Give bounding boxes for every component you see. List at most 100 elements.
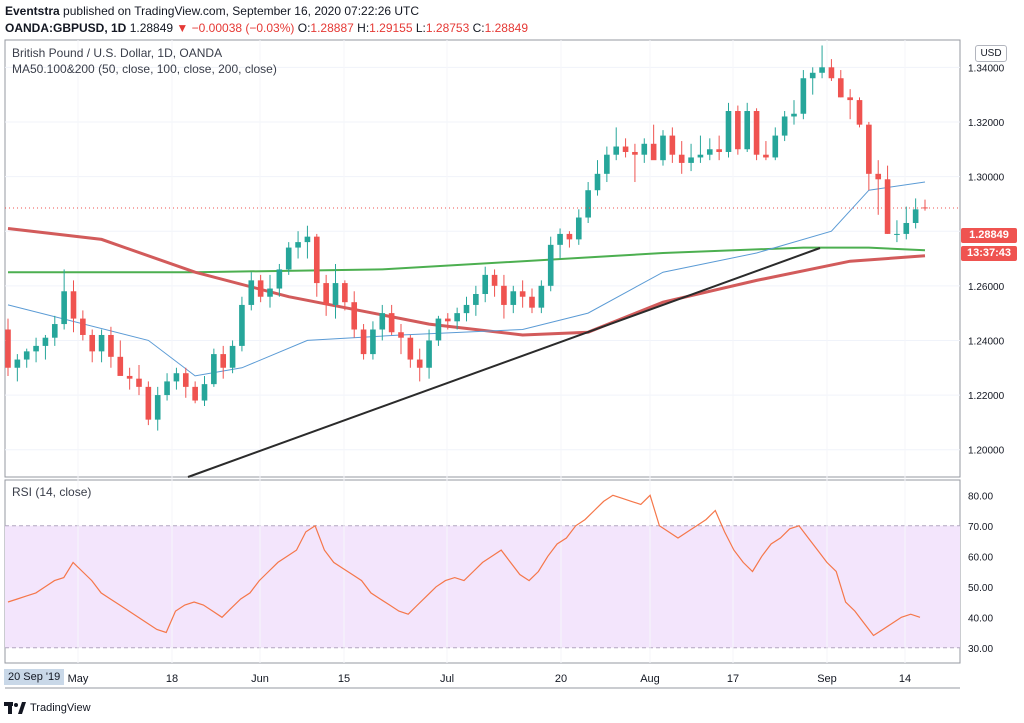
candle-body xyxy=(360,329,367,355)
ma100-line xyxy=(8,246,926,274)
candle-body xyxy=(613,146,620,155)
candle-body xyxy=(80,318,86,335)
candle-body xyxy=(856,100,863,125)
publisher-name[interactable]: Eventstra xyxy=(5,4,60,18)
candle-body xyxy=(800,78,807,114)
ma-indicator-label[interactable]: MA50.100&200 (50, close, 100, close, 200… xyxy=(12,62,277,76)
symbol-line: OANDA:GBPUSD, 1D 1.28849 ▼ −0.00038 (−0.… xyxy=(5,21,529,35)
low-value: 1.28753 xyxy=(425,21,470,35)
candle-body xyxy=(735,111,741,150)
candle-body xyxy=(641,143,648,155)
ma50-line xyxy=(7,181,926,377)
candle-body xyxy=(276,269,283,289)
price-pane-frame xyxy=(4,39,961,478)
rsi-indicator-label[interactable]: RSI (14, close) xyxy=(12,485,92,499)
candle-body xyxy=(173,373,180,382)
down-arrow-icon: ▼ xyxy=(176,21,189,35)
candle-body xyxy=(519,291,526,297)
candle-body xyxy=(454,313,460,322)
candle-body xyxy=(716,149,722,152)
candle-body xyxy=(379,313,386,330)
candle-body xyxy=(547,244,554,286)
candle-body xyxy=(304,236,311,243)
time-tick-label: 14 xyxy=(899,673,911,685)
high-value: 1.29155 xyxy=(369,21,413,35)
currency-button[interactable]: USD xyxy=(975,45,1007,62)
candle-body xyxy=(660,135,666,161)
candle-body xyxy=(772,135,779,158)
candle-body xyxy=(220,354,227,368)
price-tick-label: 1.22000 xyxy=(968,391,1005,402)
candle-body xyxy=(136,378,142,387)
candle-body xyxy=(416,359,423,368)
candle-body xyxy=(510,291,517,305)
candle-body xyxy=(164,381,170,396)
candle-body xyxy=(117,356,124,376)
time-tick-label: 17 xyxy=(727,673,739,685)
candle-body xyxy=(42,337,49,346)
rsi-tick-label: 40.00 xyxy=(968,613,993,624)
candle-body xyxy=(575,217,582,240)
candle-body xyxy=(884,179,891,234)
time-tick-label: 18 xyxy=(166,673,178,685)
candle-body xyxy=(70,291,77,319)
candle-body xyxy=(688,157,694,163)
candle-body xyxy=(342,283,348,303)
candle-body xyxy=(5,329,11,368)
candle-body xyxy=(678,154,685,163)
last-price-tag: 1.28849 xyxy=(961,228,1017,243)
rsi-tick-label: 60.00 xyxy=(968,552,993,563)
candle-body xyxy=(370,329,376,355)
candle-body xyxy=(697,154,704,158)
candle-body xyxy=(866,124,872,174)
candle-body xyxy=(257,280,264,297)
candle-body xyxy=(744,111,751,150)
close-value: 1.28849 xyxy=(484,21,529,35)
time-tick-label: Aug xyxy=(640,673,660,685)
candle-body xyxy=(248,280,255,305)
candle-body xyxy=(61,291,67,325)
time-tick-label: 20 xyxy=(555,673,567,685)
candle-body xyxy=(108,334,114,357)
candle-body xyxy=(828,67,835,79)
candle-body xyxy=(491,274,498,286)
candle-body xyxy=(473,294,479,305)
time-tick-label: Jun xyxy=(251,673,269,685)
candle-body xyxy=(229,345,236,368)
candle-body xyxy=(239,304,245,346)
price-tick-label: 1.32000 xyxy=(968,118,1005,129)
time-tick-label: Jul xyxy=(440,673,454,685)
candle-body xyxy=(192,386,198,401)
tradingview-brand[interactable]: TradingView xyxy=(30,702,91,714)
price-tick-label: 1.24000 xyxy=(968,336,1005,347)
footer: TradingView xyxy=(4,699,91,717)
candle-body xyxy=(501,285,507,305)
chart-title: British Pound / U.S. Dollar, 1D, OANDA xyxy=(12,46,223,60)
candle-body xyxy=(894,233,900,235)
candle-body xyxy=(313,236,320,284)
price-tick-label: 1.34000 xyxy=(968,63,1005,74)
rsi-tick-label: 30.00 xyxy=(968,644,993,655)
candle-body xyxy=(903,222,910,234)
symbol-label: OANDA:GBPUSD, 1D xyxy=(5,21,127,35)
candle-body xyxy=(295,242,301,248)
rsi-tick-label: 50.00 xyxy=(968,583,993,594)
candle-body xyxy=(33,345,39,352)
price-change: −0.00038 (−0.03%) xyxy=(191,21,295,35)
price-tick-label: 1.26000 xyxy=(968,282,1005,293)
candle-body xyxy=(14,359,21,368)
time-tick-label: 15 xyxy=(338,673,350,685)
candle-body xyxy=(753,111,760,155)
candle-body xyxy=(594,173,601,191)
price-tick-label: 1.20000 xyxy=(968,446,1005,457)
candle-body xyxy=(763,154,769,158)
candle-body xyxy=(51,324,58,338)
tradingview-logo-icon[interactable] xyxy=(4,702,26,714)
countdown-tag: 13:37:43 xyxy=(961,246,1017,261)
candle-body xyxy=(211,354,217,385)
candle-body xyxy=(809,72,816,79)
candle-body xyxy=(444,318,451,322)
candle-body xyxy=(706,149,713,155)
candle-body xyxy=(875,173,882,180)
